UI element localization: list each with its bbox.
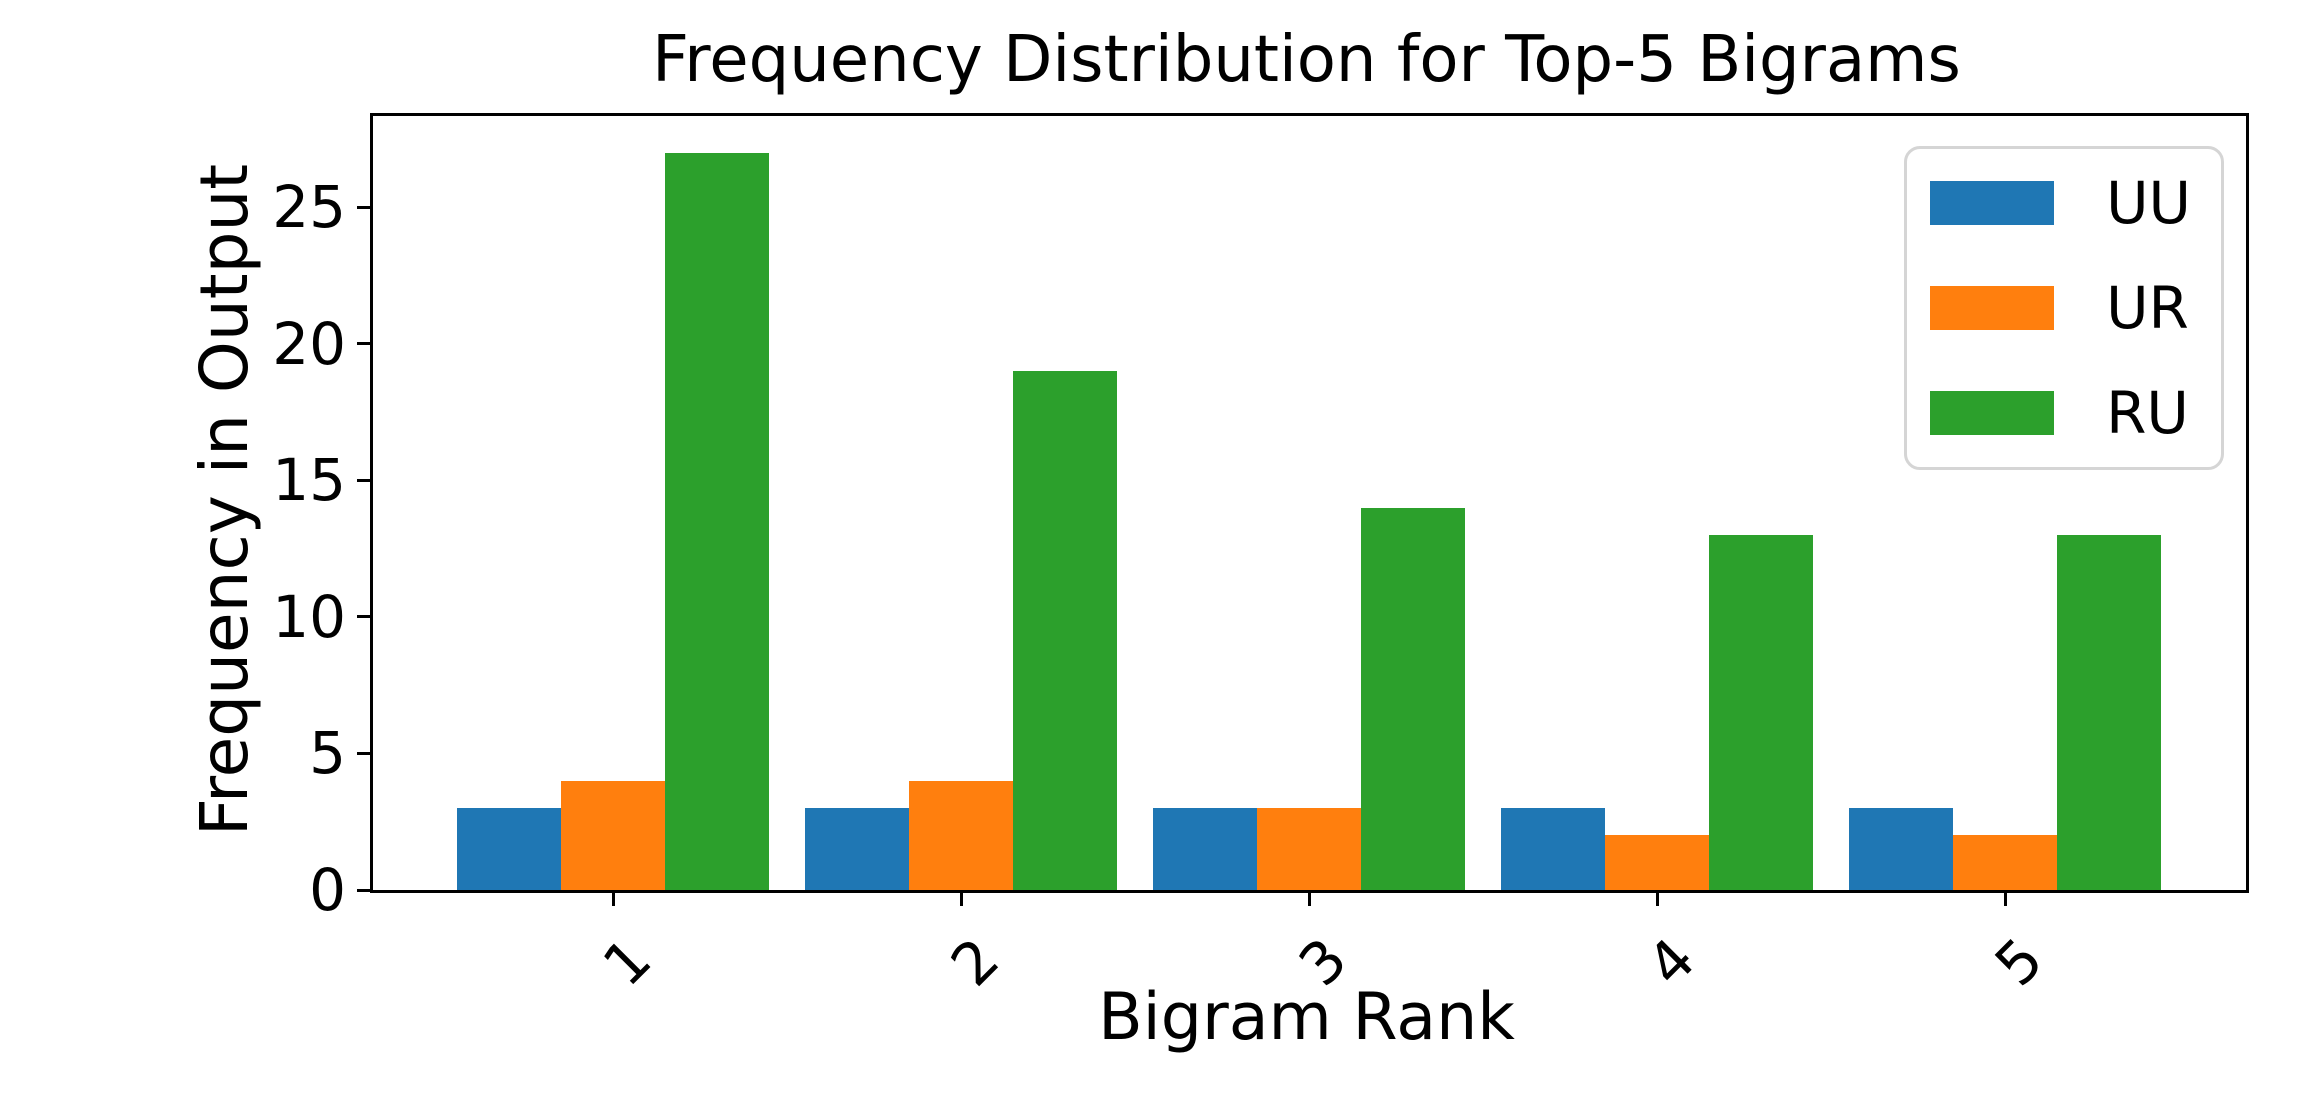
y-tick-mark [357,478,370,482]
bar-ru-rank3 [1361,507,1465,890]
legend-swatch-uu [1930,181,2055,225]
legend-swatch-ru [1930,391,2055,435]
bar-ru-rank4 [1709,535,1813,890]
y-tick-mark [357,751,370,755]
y-axis-label: Frequency in Output [186,163,263,837]
x-tick-mark [1655,893,1659,906]
y-tick-mark [357,888,370,892]
y-tick-mark [357,342,370,346]
y-tick-mark [357,615,370,619]
legend: UU UR RU [1904,146,2224,470]
bar-ru-rank1 [665,152,769,890]
bar-ur-rank5 [1953,835,2057,890]
bar-uu-rank4 [1501,808,1605,890]
x-tick-mark [1307,893,1311,906]
x-tick-mark [2003,893,2007,906]
y-tick-label: 25 [272,173,346,242]
plot-area: 0 5 10 15 20 25 1 2 3 4 5 UU UR RU [272,113,2249,999]
x-tick-mark [611,893,615,906]
x-tick-mark [959,893,963,906]
x-axis-label: Bigram Rank [1098,980,1515,1055]
legend-label-ru: RU [2106,379,2189,447]
bar-uu-rank3 [1153,808,1257,890]
bar-ur-rank4 [1605,835,1709,890]
bar-uu-rank1 [457,808,561,890]
legend-swatch-ur [1930,286,2055,330]
y-tick-label: 20 [272,309,346,378]
y-tick-label: 10 [272,582,346,651]
bar-ru-rank2 [1013,371,1117,890]
legend-item-ur: UR [1930,279,2191,337]
chart-title: Frequency Distribution for Top-5 Bigrams [652,23,1961,97]
bar-uu-rank2 [805,808,909,890]
y-tick-label: 15 [272,446,346,515]
legend-label-uu: UU [2106,169,2191,237]
bar-ur-rank3 [1257,808,1361,890]
y-tick-label: 0 [309,856,346,924]
y-tick-mark [357,205,370,209]
bar-uu-rank5 [1849,808,1953,890]
bar-ur-rank1 [561,780,665,890]
legend-item-ru: RU [1930,384,2191,442]
bar-ur-rank2 [909,780,1013,890]
bar-ru-rank5 [2057,535,2161,890]
y-tick-label: 5 [309,719,346,788]
legend-label-ur: UR [2106,274,2189,342]
legend-item-uu: UU [1930,174,2191,232]
